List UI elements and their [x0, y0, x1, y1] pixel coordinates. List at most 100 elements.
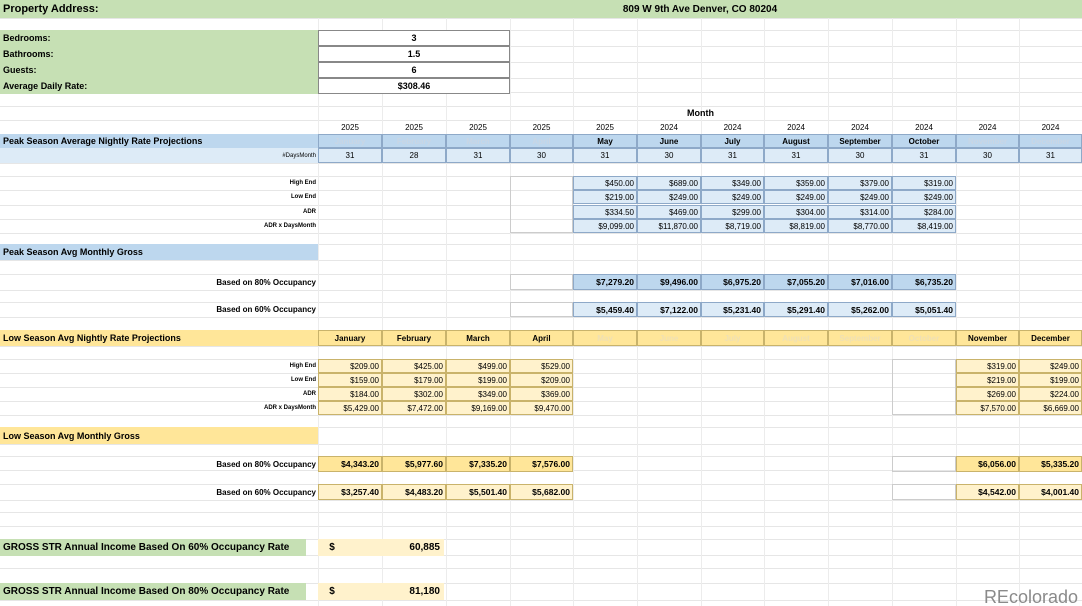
peak-rate-cell: $219.00 — [573, 190, 637, 204]
low-rate-cell: $269.00 — [956, 387, 1019, 401]
low-occ60-value: $3,257.40 — [318, 484, 382, 500]
peak-occ60-value: $7,122.00 — [637, 302, 701, 317]
peak-occ80-value: $6,735.20 — [892, 274, 956, 290]
gridline-row — [0, 244, 1082, 245]
empty-box — [892, 484, 956, 500]
low-occ60-value: $5,682.00 — [510, 484, 573, 500]
peak-occ80-value: $7,279.20 — [573, 274, 637, 290]
gridline-row — [0, 415, 1082, 416]
month-header: Month — [687, 108, 714, 118]
peak-rate-cell: $689.00 — [637, 176, 701, 190]
gridline-col — [318, 0, 319, 606]
year-header: 2025 — [596, 122, 614, 132]
low-month-header: September — [828, 330, 892, 346]
gridline-row — [0, 190, 1082, 191]
peak-rate-cell: $299.00 — [701, 205, 764, 219]
peak-rate-cell: $8,719.00 — [701, 219, 764, 233]
peak-occ60-label: Based on 60% Occupancy — [216, 305, 316, 314]
peak-rate-cell: $314.00 — [828, 205, 892, 219]
peak-month-header: December — [1019, 134, 1082, 148]
peak-occ60-value: $5,231.40 — [701, 302, 764, 317]
annual-income-currency: $ — [329, 586, 335, 597]
peak-rate-cell: $334.50 — [573, 205, 637, 219]
empty-box — [510, 302, 573, 317]
low-row-label: Low End — [291, 377, 316, 383]
low-occ60-value: $4,483.20 — [382, 484, 446, 500]
low-occ80-value: $7,576.00 — [510, 456, 573, 472]
annual-income-box — [318, 539, 444, 556]
gridline-row — [0, 120, 1082, 121]
peak-rate-cell: $249.00 — [637, 190, 701, 204]
detail-value: 1.5 — [318, 46, 510, 62]
low-month-header: March — [446, 330, 510, 346]
peak-row-label: ADR — [303, 209, 316, 215]
low-row-label: ADR — [303, 391, 316, 397]
year-header: 2024 — [787, 122, 805, 132]
property-address-value: 809 W 9th Ave Denver, CO 80204 — [318, 0, 1082, 18]
gridline-row — [0, 555, 1082, 556]
gridline-row — [0, 568, 1082, 569]
low-rate-cell: $7,472.00 — [382, 401, 446, 415]
low-occ80-value: $6,056.00 — [956, 456, 1019, 472]
peak-occ80-value: $7,016.00 — [828, 274, 892, 290]
peak-occ80-value: $6,975.20 — [701, 274, 764, 290]
days-value: 31 — [446, 148, 510, 163]
year-header: 2025 — [341, 122, 359, 132]
gridline-row — [0, 106, 1082, 107]
low-rate-cell: $319.00 — [956, 359, 1019, 373]
peak-month-header: July — [701, 134, 764, 148]
low-occ60-value: $5,501.40 — [446, 484, 510, 500]
low-rate-cell: $7,570.00 — [956, 401, 1019, 415]
year-header: 2024 — [1041, 122, 1060, 132]
gridline-row — [0, 219, 1082, 220]
peak-occ60-value: $5,262.00 — [828, 302, 892, 317]
low-rate-cell: $199.00 — [446, 373, 510, 387]
days-value: 31 — [892, 148, 956, 163]
peak-occ60-value: $5,291.40 — [764, 302, 828, 317]
low-occ60-label: Based on 60% Occupancy — [216, 487, 316, 497]
annual-income-label: GROSS STR Annual Income Based On 80% Occ… — [0, 583, 306, 600]
low-rate-cell: $6,669.00 — [1019, 401, 1082, 415]
low-month-header: April — [510, 330, 573, 346]
low-season-title: Low Season Avg Nightly Rate Projections — [0, 330, 318, 346]
peak-month-header: August — [764, 134, 828, 148]
low-month-header: August — [764, 330, 828, 346]
gridline-row — [0, 233, 1082, 234]
low-month-header: January — [318, 330, 382, 346]
peak-month-header: May — [573, 134, 637, 148]
peak-rate-cell: $349.00 — [701, 176, 764, 190]
peak-gross-title: Peak Season Avg Monthly Gross — [0, 244, 318, 260]
year-header: 2024 — [978, 122, 997, 132]
peak-rate-cell: $249.00 — [764, 190, 828, 204]
annual-income-label: GROSS STR Annual Income Based On 60% Occ… — [0, 539, 306, 556]
peak-occ80-label: Based on 80% Occupancy — [216, 277, 316, 287]
gridline-row — [0, 290, 1082, 291]
low-row-label: ADR x DaysMonth — [263, 405, 316, 411]
peak-month-header: October — [892, 134, 956, 148]
peak-rate-cell: $8,770.00 — [828, 219, 892, 233]
low-rate-cell: $224.00 — [1019, 387, 1082, 401]
year-header: 2024 — [915, 122, 933, 132]
gridline-row — [0, 500, 1082, 501]
detail-value: 6 — [318, 62, 510, 78]
gridline-row — [0, 317, 1082, 318]
low-rate-cell: $184.00 — [318, 387, 382, 401]
annual-income-box — [318, 583, 444, 600]
low-rate-cell: $179.00 — [382, 373, 446, 387]
low-month-header: December — [1019, 330, 1082, 346]
low-rate-cell: $529.00 — [510, 359, 573, 373]
peak-month-header: January — [318, 134, 382, 148]
low-rate-cell: $9,470.00 — [510, 401, 573, 415]
low-occ80-value: $5,977.60 — [382, 456, 446, 472]
gridline-col — [956, 0, 957, 606]
low-rate-cell: $499.00 — [446, 359, 510, 373]
low-month-header: February — [382, 330, 446, 346]
peak-rate-cell: $304.00 — [764, 205, 828, 219]
detail-label: Bathrooms: — [0, 46, 318, 62]
peak-rate-cell: $9,099.00 — [573, 219, 637, 233]
days-value: 31 — [1019, 148, 1082, 163]
gridline-row — [0, 46, 1082, 47]
peak-rate-cell: $8,819.00 — [764, 219, 828, 233]
detail-label: Average Daily Rate: — [0, 78, 318, 94]
low-rate-cell: $369.00 — [510, 387, 573, 401]
